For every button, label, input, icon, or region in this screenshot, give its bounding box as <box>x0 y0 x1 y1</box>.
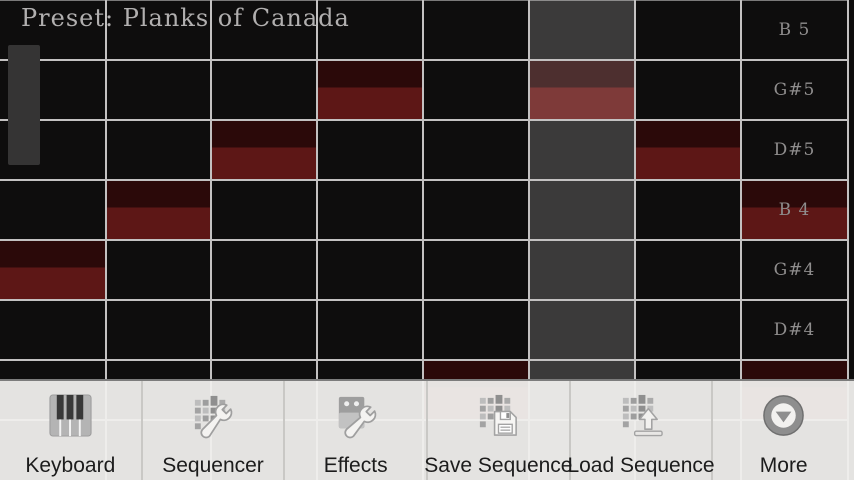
step-cell-r1-c5[interactable] <box>529 60 635 120</box>
grid-line <box>316 0 318 480</box>
step-cell-r1-c1[interactable] <box>106 60 211 120</box>
step-cell-r1-c4[interactable] <box>423 60 529 120</box>
load-sequence-icon <box>622 394 663 437</box>
step-cell-r3-c6[interactable] <box>635 180 741 240</box>
more-button[interactable]: More <box>713 381 854 480</box>
save-sequence-label: Save Sequence <box>424 454 573 477</box>
step-cell-r4-c0[interactable] <box>0 240 106 300</box>
sequencer-label: Sequencer <box>162 454 264 477</box>
vertical-scrollbar[interactable] <box>8 45 40 165</box>
step-cell-r2-c4[interactable] <box>423 120 529 180</box>
load-sequence-button[interactable]: Load Sequence <box>567 381 715 480</box>
step-cell-r5-c0[interactable] <box>0 300 106 360</box>
grid-line <box>210 0 212 480</box>
step-cell-r4-c1[interactable] <box>106 240 211 300</box>
step-cell-r3-c4[interactable] <box>423 180 529 240</box>
save-sequence-button[interactable]: Save Sequence <box>424 381 573 480</box>
sequencer-button[interactable]: Sequencer <box>143 381 286 480</box>
grid-line <box>0 0 848 1</box>
step-cell-r2-c1[interactable] <box>106 120 211 180</box>
grid-line <box>847 0 849 480</box>
step-cell-r4-c6[interactable] <box>635 240 741 300</box>
more-label: More <box>759 454 808 477</box>
grid-line <box>0 359 848 361</box>
step-cell-r5-c3[interactable] <box>317 300 423 360</box>
step-cell-r3-c1[interactable] <box>106 180 211 240</box>
step-cell-r2-c3[interactable] <box>317 120 423 180</box>
step-cell-r4-c5[interactable] <box>529 240 635 300</box>
step-cell-r1-c3[interactable] <box>317 60 423 120</box>
step-cell-r2-c2[interactable] <box>211 120 317 180</box>
step-cell-r2-c5[interactable] <box>529 120 635 180</box>
step-cell-r3-c2[interactable] <box>211 180 317 240</box>
note-label: G#5 <box>773 80 816 100</box>
grid-line <box>528 0 530 480</box>
more-icon <box>763 395 805 436</box>
grid-line <box>105 0 107 480</box>
step-cell-r4-c2[interactable] <box>211 240 317 300</box>
note-label: G#4 <box>773 260 816 280</box>
step-cell-r1-c6[interactable] <box>635 60 741 120</box>
step-cell-r3-c7[interactable] <box>741 180 848 240</box>
keyboard-label: Keyboard <box>25 454 116 477</box>
note-label: D#4 <box>773 320 816 340</box>
sequencer-icon <box>194 395 232 439</box>
step-cell-r5-c2[interactable] <box>211 300 317 360</box>
effects-label: Effects <box>323 454 388 477</box>
keyboard-button[interactable]: Keyboard <box>0 381 143 480</box>
grid-line <box>0 59 848 61</box>
step-cell-r5-c5[interactable] <box>529 300 635 360</box>
step-cell-r0-c4[interactable] <box>423 0 529 60</box>
grid-line <box>0 179 848 181</box>
grid-line <box>422 0 424 480</box>
note-label: B 5 <box>778 20 811 40</box>
step-cell-r3-c5[interactable] <box>529 180 635 240</box>
step-cell-r1-c2[interactable] <box>211 60 317 120</box>
note-label: D#5 <box>773 140 816 160</box>
grid-line <box>0 239 848 241</box>
note-label: B 4 <box>778 200 811 220</box>
step-cell-r5-c1[interactable] <box>106 300 211 360</box>
step-cell-r5-c4[interactable] <box>423 300 529 360</box>
step-cell-r4-c3[interactable] <box>317 240 423 300</box>
grid-line <box>634 0 636 480</box>
grid-line <box>0 299 848 301</box>
load-sequence-label: Load Sequence <box>567 454 715 477</box>
effects-icon <box>339 396 377 439</box>
step-cell-r0-c5[interactable] <box>529 0 635 60</box>
step-cell-r3-c0[interactable] <box>0 180 106 240</box>
effects-button[interactable]: Effects <box>285 381 429 480</box>
step-cell-r0-c6[interactable] <box>635 0 741 60</box>
grid-line <box>0 119 848 121</box>
save-sequence-icon <box>479 394 517 436</box>
step-cell-r5-c6[interactable] <box>635 300 741 360</box>
grid-line <box>740 0 742 480</box>
preset-title: Preset: Planks of Canada <box>21 4 350 32</box>
keyboard-icon <box>49 394 92 437</box>
options-menu: Keyboard Sequencer Effects <box>0 379 854 480</box>
step-cell-r3-c3[interactable] <box>317 180 423 240</box>
step-cell-r2-c6[interactable] <box>635 120 741 180</box>
step-cell-r4-c4[interactable] <box>423 240 529 300</box>
